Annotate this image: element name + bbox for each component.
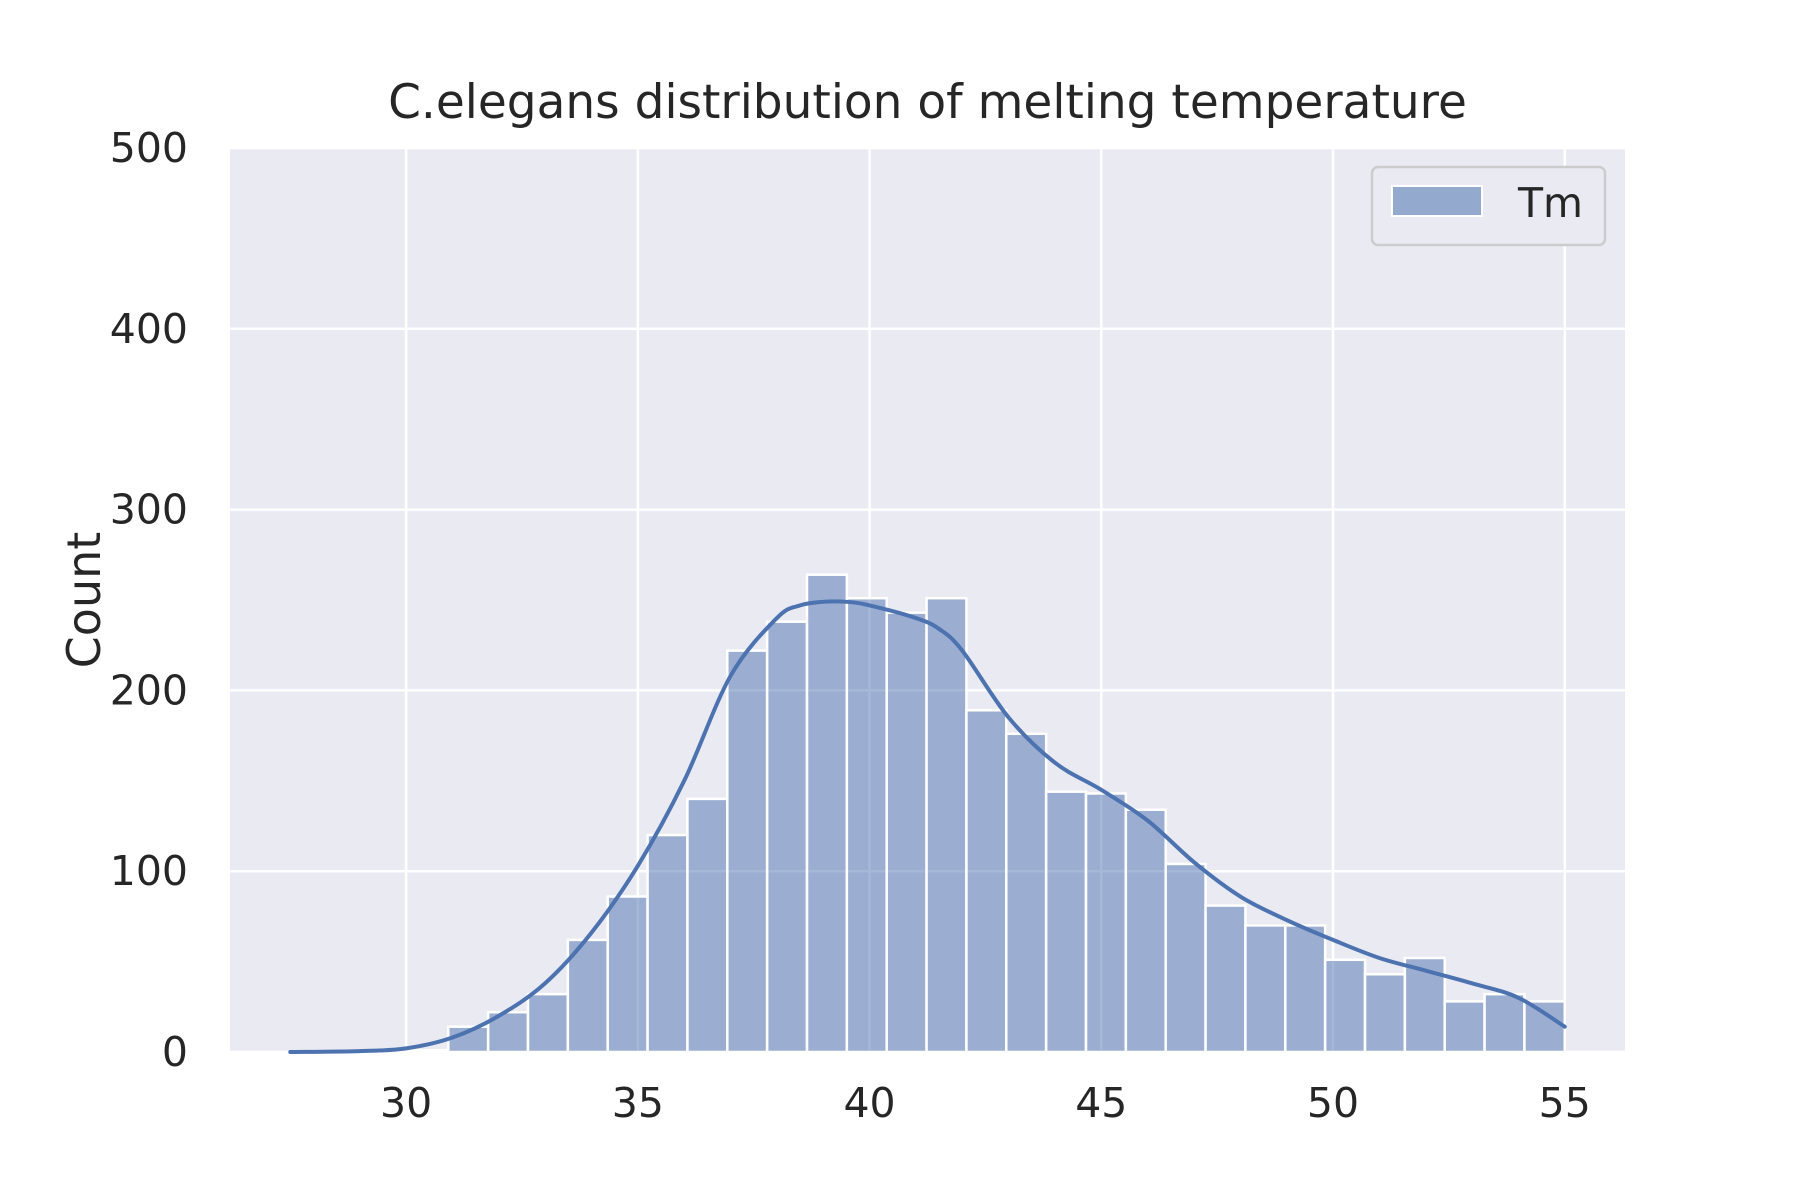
y-tick-label: 400: [110, 305, 188, 353]
histogram-bar: [925, 596, 968, 1054]
histogram-bar: [606, 895, 649, 1054]
histogram-bar: [1044, 790, 1088, 1054]
y-tick-label: 500: [110, 124, 188, 172]
kde-line: [288, 599, 1567, 1054]
histogram-bar: [1244, 924, 1287, 1054]
chart-title: C.elegans distribution of melting temper…: [388, 75, 1467, 130]
legend-label-tm: Tm: [1517, 179, 1583, 227]
y-axis-ticks: 0 100 200 300 400 500: [110, 124, 188, 1076]
histogram-bar: [1284, 924, 1327, 1054]
histogram-bar: [726, 649, 769, 1054]
y-tick-label: 0: [162, 1028, 188, 1076]
x-tick-label: 55: [1539, 1079, 1591, 1127]
y-tick-label: 200: [110, 666, 188, 714]
y-tick-label: 100: [110, 847, 188, 895]
histogram-bar: [1323, 958, 1367, 1054]
x-axis-ticks: 30 35 40 45 50 55: [380, 1079, 1591, 1127]
histogram-bar: [686, 797, 729, 1054]
histogram-bar: [965, 709, 1008, 1054]
histogram-bar: [1164, 862, 1207, 1054]
histogram-bar: [805, 573, 849, 1054]
histogram-bar: [526, 992, 570, 1054]
histogram-bar: [1204, 904, 1247, 1054]
x-tick-label: 50: [1307, 1079, 1359, 1127]
legend-swatch: [1391, 185, 1483, 217]
histogram-bar: [1483, 992, 1526, 1054]
x-tick-label: 35: [612, 1079, 664, 1127]
x-tick-label: 45: [1075, 1079, 1127, 1127]
y-tick-label: 300: [110, 486, 188, 534]
x-tick-label: 30: [380, 1079, 432, 1127]
legend: Tm: [1370, 165, 1607, 247]
histogram-bar: [1443, 1000, 1486, 1054]
histogram-bar: [646, 833, 689, 1054]
histogram-bar: [845, 596, 888, 1054]
histogram-bar: [765, 620, 809, 1054]
histogram-bar: [407, 1048, 450, 1054]
histogram-bar: [1005, 732, 1048, 1054]
histogram-bars: [407, 573, 1567, 1054]
histogram-bar: [1124, 808, 1167, 1054]
histogram-bar: [1084, 792, 1128, 1054]
y-axis-label: Count: [57, 532, 111, 669]
histogram-bar: [1523, 1000, 1567, 1054]
histogram-bar: [1363, 973, 1407, 1054]
x-tick-label: 40: [843, 1079, 895, 1127]
histogram-bar: [885, 611, 928, 1054]
